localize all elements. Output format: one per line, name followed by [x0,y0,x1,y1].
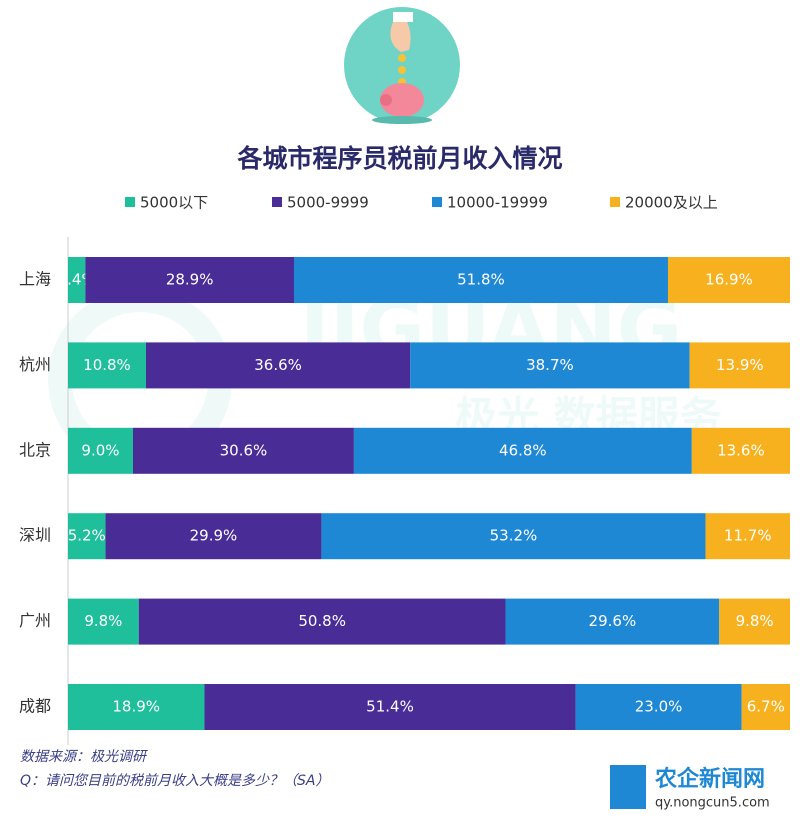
data-label: 9.8% [84,612,122,630]
data-label: 46.8% [499,441,547,459]
bar-segment [145,342,411,389]
data-label: 6.7% [747,698,785,716]
data-label: 50.8% [298,612,346,630]
bar-segment [105,513,322,560]
data-label: 53.2% [490,527,538,545]
bar-segment [667,257,790,303]
bar-segment [689,342,790,389]
question: Q：请问您目前的税前月收入大概是多少？（SA） [20,773,329,789]
bar-segment [68,598,139,645]
legend-swatch [125,197,135,207]
bar-segment [138,598,506,645]
y-tick-label: 广州 [19,611,51,630]
data-label: 30.6% [220,441,268,459]
bar-segment [68,342,146,389]
data-label: 29.9% [190,527,238,545]
legend-label: 5000-9999 [287,194,369,212]
logo-text: 农企新闻网 [654,766,765,792]
legend-label: 10000-19999 [447,194,548,212]
legend-swatch [610,197,620,207]
illustration [344,7,460,124]
bar-segment [321,513,706,560]
bar-segment [132,427,354,474]
logo-url: qy.nongcun5.com [655,796,770,811]
legend-swatch [432,197,442,207]
data-label: 28.9% [166,271,214,289]
legend-swatch [272,197,282,207]
data-label: 16.9% [705,271,753,289]
data-label: 11.7% [724,527,772,545]
data-label: 38.7% [526,356,574,374]
bar-segment [575,684,742,730]
logo: 农企新闻网 qy.nongcun5.com [610,765,770,811]
data-label: 5.2% [68,527,106,545]
bar-segment [68,427,133,474]
source: 数据来源：极光调研 [20,749,148,765]
data-label: 51.4% [366,698,414,716]
y-tick-label: 成都 [19,697,51,716]
y-tick-label: 深圳 [19,526,51,545]
bar-segment [705,513,790,560]
data-label: 18.9% [112,698,160,716]
chart-title: 各城市程序员税前月收入情况 [236,144,562,173]
data-label: 10.8% [83,356,131,374]
data-label: 29.6% [589,612,637,630]
data-label: 36.6% [254,356,302,374]
data-label: 9.8% [736,612,774,630]
bar-segment [691,427,790,474]
bar-segment [719,598,790,645]
data-label: 9.0% [81,441,119,459]
legend-label: 5000以下 [140,194,208,212]
data-label: 23.0% [635,698,683,716]
bar-segment [410,342,690,389]
bar-segment [68,257,86,303]
y-tick-label: 上海 [19,270,51,289]
data-label: 13.6% [717,441,765,459]
bar-segment [293,257,668,303]
data-label: 51.8% [457,271,505,289]
bar-segment [353,427,692,474]
data-label: 13.9% [716,356,764,374]
y-tick-label: 北京 [19,440,51,459]
bar-segment [204,684,576,730]
bar-segment [85,257,294,303]
bar-segment [68,684,205,730]
legend-label: 20000及以上 [625,194,718,212]
bar-segment [741,684,790,730]
y-tick-label: 杭州 [19,355,51,374]
bar-segment [68,513,106,560]
bar-segment [505,598,720,645]
